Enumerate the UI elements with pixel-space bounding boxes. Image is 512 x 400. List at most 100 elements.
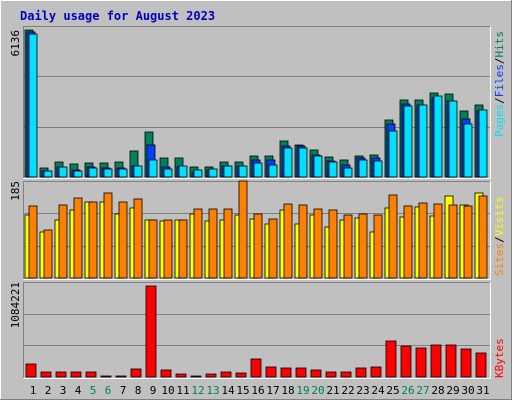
day-label: 31 bbox=[476, 384, 489, 397]
pages-bar bbox=[238, 165, 248, 178]
sites-bar bbox=[343, 214, 353, 279]
pages-bar bbox=[103, 168, 113, 178]
kbytes-bar bbox=[355, 367, 367, 378]
day-label: 3 bbox=[60, 384, 67, 397]
pages-bar bbox=[298, 147, 308, 178]
day-label: 26 bbox=[401, 384, 414, 397]
legend-pages: Pages bbox=[493, 104, 506, 137]
hits-legend: Pages/Files/Hits bbox=[493, 31, 506, 137]
kbytes-bar bbox=[415, 347, 427, 378]
kbytes-bar bbox=[385, 340, 397, 378]
sites-bar bbox=[358, 213, 368, 279]
day-label: 10 bbox=[161, 384, 174, 397]
pages-bar bbox=[403, 105, 413, 178]
day-label: 1 bbox=[30, 384, 37, 397]
pages-bar bbox=[133, 165, 143, 178]
pages-bar bbox=[388, 130, 398, 178]
x-axis-day-labels: 1 2 3 4 5 6 7 8 9 10 11 12 13 14 15 16 17 18 19 20 21 22 23 24 2… bbox=[30, 384, 490, 397]
sites-bar bbox=[193, 208, 203, 279]
day-label: 6 bbox=[105, 384, 112, 397]
pages-bar bbox=[283, 147, 293, 178]
kbytes-bar bbox=[160, 369, 172, 378]
pages-bar bbox=[148, 159, 158, 178]
hits-ymax-label: 6136 bbox=[9, 30, 22, 57]
day-label: 7 bbox=[120, 384, 127, 397]
kbytes-bar bbox=[280, 367, 292, 378]
kbytes-bar bbox=[190, 375, 202, 378]
kbytes-bar bbox=[205, 373, 217, 378]
pages-bar bbox=[73, 170, 83, 178]
visits-legend: Sites/Visits bbox=[493, 197, 506, 277]
pages-bar bbox=[28, 33, 38, 178]
sites-bar bbox=[388, 194, 398, 279]
day-label: 23 bbox=[356, 384, 369, 397]
pages-bar bbox=[343, 167, 353, 178]
day-label: 2 bbox=[45, 384, 52, 397]
kbytes-bar bbox=[235, 372, 247, 378]
day-label: 22 bbox=[341, 384, 354, 397]
kbytes-bar bbox=[475, 352, 487, 378]
kbytes-bar bbox=[310, 369, 322, 378]
sites-bar bbox=[88, 201, 98, 279]
sites-bar bbox=[298, 204, 308, 279]
pages-bar bbox=[223, 165, 233, 178]
kbytes-bar bbox=[340, 371, 352, 378]
sites-bar bbox=[208, 208, 218, 279]
day-label: 9 bbox=[150, 384, 157, 397]
kbytes-bar bbox=[175, 373, 187, 378]
pages-bar bbox=[208, 168, 218, 178]
pages-bar bbox=[253, 162, 263, 178]
day-label: 14 bbox=[221, 384, 235, 397]
pages-bar bbox=[43, 170, 53, 178]
day-label: 12 bbox=[191, 384, 204, 397]
legend-kbytes: KBytes bbox=[493, 338, 506, 378]
pages-bar bbox=[268, 164, 278, 178]
sites-bar bbox=[463, 205, 473, 279]
sites-bar bbox=[118, 201, 128, 279]
kbytes-bar bbox=[130, 368, 142, 378]
sites-bar bbox=[178, 219, 188, 279]
pages-bar bbox=[163, 168, 173, 178]
visits-sites-panel bbox=[23, 180, 491, 280]
sites-bar bbox=[133, 198, 143, 279]
kbytes-bar bbox=[430, 344, 442, 378]
day-label: 16 bbox=[251, 384, 264, 397]
day-label: 17 bbox=[266, 384, 279, 397]
kbytes-bar bbox=[400, 345, 412, 378]
day-label: 5 bbox=[90, 384, 97, 397]
sites-bar bbox=[73, 197, 83, 279]
sites-bar bbox=[448, 204, 458, 279]
pages-bar bbox=[313, 155, 323, 178]
day-label: 21 bbox=[326, 384, 339, 397]
legend-files: Files bbox=[493, 64, 506, 97]
sites-bar bbox=[373, 214, 383, 279]
pages-bar bbox=[448, 100, 458, 178]
pages-bar bbox=[418, 104, 428, 178]
day-label: 28 bbox=[431, 384, 444, 397]
kbytes-bar bbox=[40, 371, 52, 378]
pages-bar bbox=[118, 168, 128, 178]
kbytes-panel bbox=[23, 282, 491, 379]
pages-bar bbox=[463, 123, 473, 178]
pages-bar bbox=[478, 109, 488, 178]
day-label: 18 bbox=[281, 384, 294, 397]
sites-bar bbox=[253, 213, 263, 279]
day-label: 8 bbox=[135, 384, 142, 397]
kbytes-bar bbox=[220, 371, 232, 378]
sites-bar bbox=[148, 219, 158, 279]
day-label: 25 bbox=[386, 384, 399, 397]
kbytes-bar bbox=[145, 285, 157, 378]
sites-bar bbox=[163, 219, 173, 279]
pages-bar bbox=[193, 169, 203, 178]
pages-bar bbox=[88, 167, 98, 178]
sites-bar bbox=[403, 205, 413, 279]
sites-bar bbox=[43, 229, 53, 279]
kbytes-bar bbox=[445, 344, 457, 378]
sites-bar bbox=[268, 218, 278, 279]
panel-frame bbox=[23, 26, 491, 179]
hits-files-pages-panel bbox=[23, 26, 491, 179]
sites-bar bbox=[223, 208, 233, 279]
pages-bar bbox=[373, 160, 383, 178]
day-label: 24 bbox=[371, 384, 385, 397]
